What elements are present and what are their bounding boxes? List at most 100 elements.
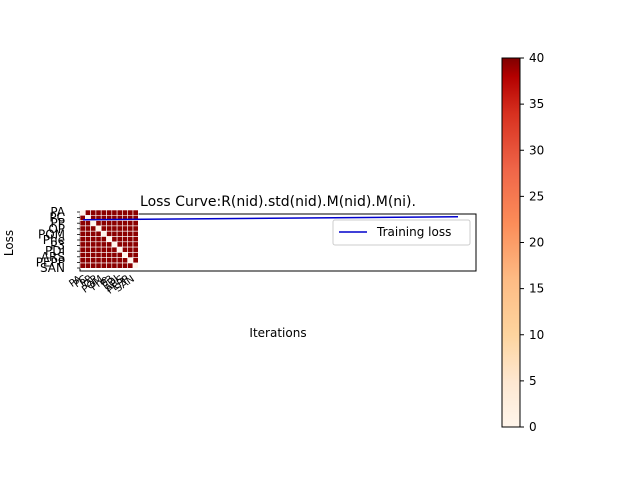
heatmap-cell	[79, 236, 86, 243]
heatmap-cell	[90, 262, 97, 269]
heatmap-cell	[95, 246, 102, 253]
heatmap-cell	[122, 241, 129, 248]
heatmap-cell	[111, 241, 118, 248]
colorbar-tick-label: 20	[529, 236, 544, 250]
heatmap-cell	[85, 262, 91, 269]
heatmap-cell	[90, 252, 97, 258]
heatmap-row-label: Phe	[43, 233, 65, 247]
heatmap-cell	[122, 257, 129, 264]
heatmap-cell	[122, 220, 129, 227]
heatmap-row-label: PP	[51, 216, 65, 230]
heatmap-cell	[132, 209, 139, 216]
heatmap-cell	[122, 209, 129, 216]
heatmap-cell	[79, 241, 86, 248]
heatmap-cell	[116, 262, 123, 269]
legend-entry-training-loss: Training loss	[376, 225, 451, 239]
heatmap-cell	[90, 246, 97, 253]
heatmap-cell	[95, 236, 102, 243]
heatmap-cell	[100, 246, 107, 253]
heatmap-cell	[132, 230, 139, 237]
heatmap-cell	[116, 252, 123, 258]
heatmap-cell	[95, 209, 102, 216]
heatmap-cell	[106, 252, 113, 258]
heatmap-cell	[111, 257, 118, 264]
heatmap-cell	[106, 209, 113, 216]
heatmap-cell	[106, 262, 113, 269]
colorbar-tick-label: 0	[529, 420, 537, 434]
heatmap-cell	[100, 252, 107, 258]
heatmap-cell	[127, 236, 134, 243]
heatmap-cell	[132, 252, 139, 258]
heatmap-cell	[85, 225, 91, 232]
heatmap-cell	[127, 246, 134, 253]
legend-box	[332, 219, 471, 246]
colorbar-tick-label: 5	[529, 374, 537, 388]
colorbar-tick-label: 25	[529, 189, 544, 203]
heatmap-row-label: PEPP	[36, 255, 65, 269]
heatmap-cell	[127, 257, 134, 264]
heatmap-cell	[111, 236, 118, 243]
colorbar-gradient	[501, 57, 521, 428]
heatmap-row-label: PDI	[45, 244, 65, 258]
colorbar-tick-label: 35	[529, 97, 544, 111]
heatmap-cell	[116, 209, 123, 216]
heatmap-cell	[116, 241, 123, 248]
heatmap-cell	[90, 230, 97, 237]
heatmap-cell	[127, 209, 134, 216]
heatmap-cell	[127, 225, 134, 232]
colorbar-tick-label: 30	[529, 143, 544, 157]
heatmap-cell	[90, 209, 97, 216]
heatmap-cell	[100, 209, 107, 216]
heatmap-cell	[95, 257, 102, 264]
heatmap-cell	[122, 262, 129, 269]
heatmap-cell	[106, 220, 113, 227]
heatmap-cell	[132, 241, 139, 248]
heatmap-cell	[106, 236, 113, 243]
heatmap-cell	[122, 225, 129, 232]
heatmap-cell	[95, 241, 102, 248]
heatmap-cell	[79, 252, 86, 258]
heatmap-cell	[85, 209, 91, 216]
heatmap-cell	[85, 257, 91, 264]
heatmap-cell	[132, 246, 139, 253]
series-line-training-loss	[82, 216, 459, 221]
series-layer	[82, 216, 459, 221]
heatmap-cell	[127, 252, 134, 258]
heatmap-row-label: SAN	[40, 261, 65, 275]
heatmap-cell	[79, 230, 86, 237]
heatmap-cell	[132, 220, 139, 227]
heatmap-cell	[132, 257, 139, 264]
colorbar-ticks: 0 5 10 15 20 25 30 35 40	[520, 51, 544, 434]
heatmap-cell	[111, 246, 118, 253]
heatmap-cell	[100, 220, 107, 227]
legend: Training loss	[332, 219, 471, 246]
heatmap-cell	[106, 230, 113, 237]
heatmap-cell	[111, 225, 118, 232]
heatmap-row-label: OP	[48, 222, 65, 236]
heatmap-cell	[85, 236, 91, 243]
heatmap-cell	[79, 220, 86, 227]
heatmap-row-label: POM	[38, 227, 65, 241]
heatmap-cell	[100, 230, 107, 237]
heatmap-cell	[127, 220, 134, 227]
heatmap-cell	[85, 246, 91, 253]
heatmap-cell	[106, 257, 113, 264]
heatmap-cell	[106, 225, 113, 232]
heatmap-cell	[95, 220, 102, 227]
heatmap-cell	[111, 252, 118, 258]
heatmap-row-label: ARS	[41, 250, 65, 264]
heatmap-cell	[116, 225, 123, 232]
heatmap-cell	[111, 230, 118, 237]
heatmap-cell	[116, 236, 123, 243]
heatmap-cell	[85, 241, 91, 248]
heatmap	[79, 209, 139, 269]
heatmap-cell	[95, 225, 102, 232]
heatmap-cell	[95, 262, 102, 269]
colorbar-tick-label: 10	[529, 328, 544, 342]
heatmap-cell	[90, 220, 97, 227]
heatmap-cell	[100, 262, 107, 269]
heatmap-cell	[90, 241, 97, 248]
heatmap-cell	[85, 220, 91, 227]
colorbar-tick-label: 40	[529, 51, 544, 65]
heatmap-row-label: P3	[50, 239, 65, 253]
